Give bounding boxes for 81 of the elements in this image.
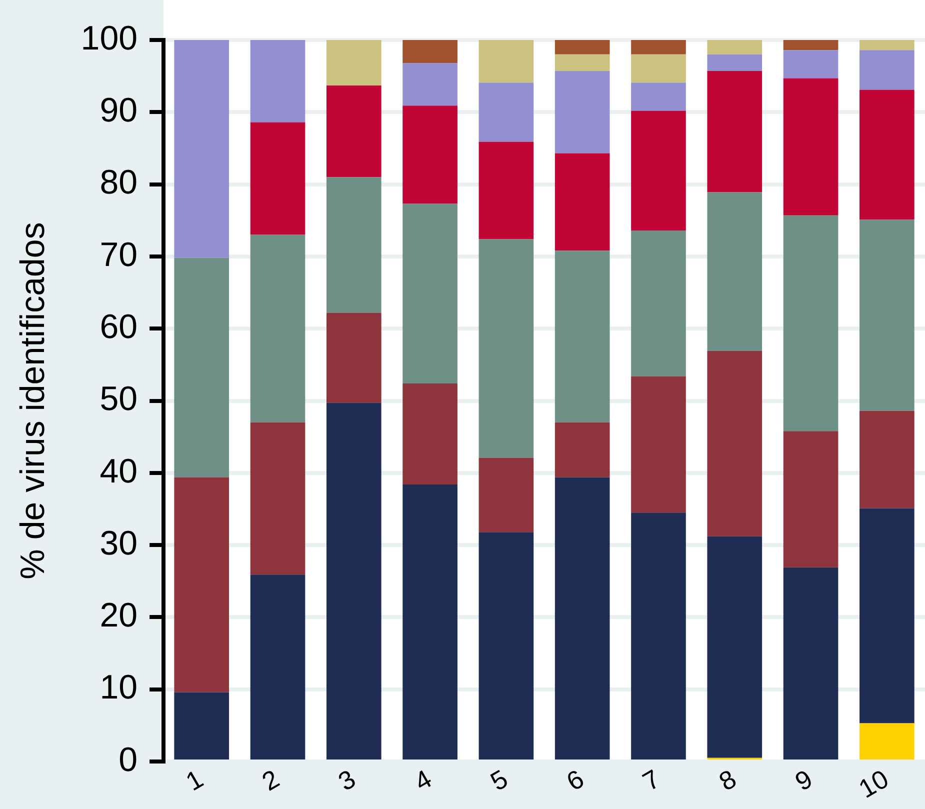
- bar: [860, 508, 914, 724]
- bar: [860, 50, 914, 90]
- y-tick-label: 40: [100, 452, 138, 490]
- x-tick-label: 6: [561, 763, 589, 797]
- bar: [783, 50, 838, 78]
- y-tick-label: 80: [100, 164, 138, 202]
- y-tick-label: 0: [118, 740, 138, 779]
- bar: [707, 536, 762, 758]
- x-tick-label: 5: [485, 763, 513, 797]
- bar: [478, 82, 534, 142]
- bar: [631, 230, 686, 376]
- bar: [707, 192, 762, 351]
- y-tick-label: 50: [100, 380, 138, 418]
- bar: [402, 484, 458, 760]
- x-tick-label: 1: [180, 763, 208, 797]
- y-tick-label: 20: [100, 596, 138, 635]
- y-tick-label: 100: [80, 19, 138, 58]
- bar: [554, 153, 610, 251]
- x-tick-label: 10: [853, 763, 894, 804]
- bar: [402, 40, 458, 64]
- bar: [707, 350, 762, 536]
- bar: [402, 106, 458, 204]
- bar: [478, 532, 534, 760]
- bar: [250, 40, 306, 122]
- bar: [631, 54, 686, 83]
- bar: [783, 78, 838, 216]
- bar: [783, 431, 838, 568]
- bar: [326, 402, 382, 760]
- bar: [631, 82, 686, 111]
- bar: [402, 63, 458, 106]
- bar: [174, 40, 230, 258]
- bar: [478, 458, 534, 532]
- bar: [250, 234, 306, 422]
- bar: [631, 110, 686, 230]
- bar: [631, 376, 686, 513]
- bar: [250, 122, 306, 235]
- bar: [326, 40, 382, 86]
- bar: [783, 567, 838, 760]
- bar: [326, 85, 382, 178]
- bar: [478, 142, 534, 240]
- bar: [783, 215, 838, 432]
- bar: [707, 71, 762, 192]
- bar: [631, 512, 686, 760]
- bar: [174, 692, 230, 760]
- bar: [783, 40, 838, 50]
- bar: [174, 477, 230, 692]
- bar: [554, 477, 610, 760]
- bar: [707, 54, 762, 72]
- x-tick-label: 7: [638, 763, 666, 797]
- bar: [478, 239, 534, 458]
- x-tick-label: 8: [714, 763, 742, 797]
- bar: [402, 204, 458, 384]
- bar: [631, 40, 686, 54]
- y-tick-label: 10: [100, 668, 138, 707]
- x-tick-label: 3: [332, 763, 360, 797]
- bar: [860, 410, 914, 508]
- bar: [707, 40, 762, 54]
- bar: [478, 40, 534, 83]
- bar: [402, 383, 458, 484]
- bar: [860, 220, 914, 411]
- x-tick-label: 9: [790, 763, 818, 797]
- bar: [860, 723, 914, 760]
- bar: [250, 574, 306, 760]
- y-tick-label: 90: [100, 92, 138, 130]
- y-tick-label: 70: [100, 236, 138, 274]
- y-tick-label: 60: [100, 308, 138, 346]
- bar: [554, 250, 610, 422]
- bar: [250, 422, 306, 575]
- bar: [326, 177, 382, 313]
- y-axis-title: % de virus identificados: [14, 222, 52, 580]
- bar: [174, 258, 230, 478]
- bar: [554, 422, 610, 478]
- x-tick-label: 2: [256, 763, 284, 797]
- bar: [326, 312, 382, 403]
- y-tick-label: 30: [100, 524, 138, 562]
- bar: [860, 90, 914, 220]
- bar: [554, 40, 610, 54]
- bar: [860, 40, 914, 50]
- bar: [554, 71, 610, 154]
- x-tick-label: 4: [409, 763, 437, 797]
- bar: [554, 54, 610, 72]
